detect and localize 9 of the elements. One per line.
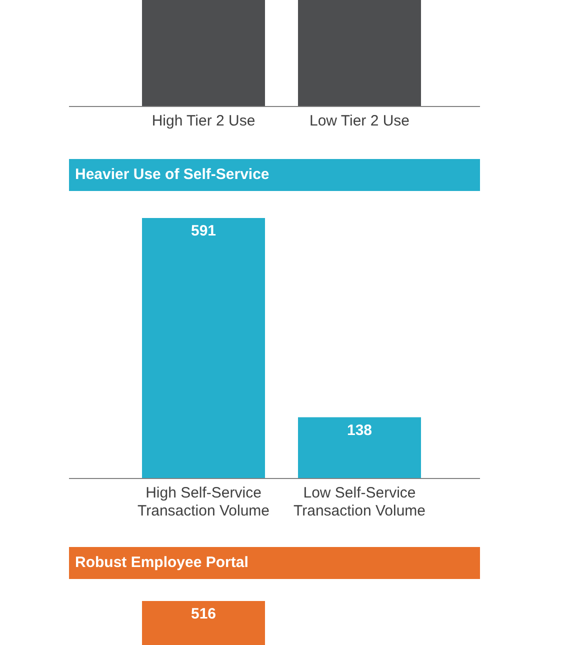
- chart-title: Robust Employee Portal: [69, 547, 480, 579]
- chart-title: Heavier Use of Self-Service: [69, 159, 480, 191]
- data-label: 138: [346, 422, 372, 439]
- x-tick-label: High Tier 2 Use: [152, 112, 256, 130]
- data-label: 591: [190, 222, 216, 240]
- data-label: 516: [190, 606, 216, 623]
- x-tick-label: Low Tier 2 Use: [309, 112, 410, 130]
- x-tick-label: High Self-Service Transaction Volume: [137, 484, 270, 520]
- x-tick-label: Low Self-Service Transaction Volume: [293, 484, 426, 520]
